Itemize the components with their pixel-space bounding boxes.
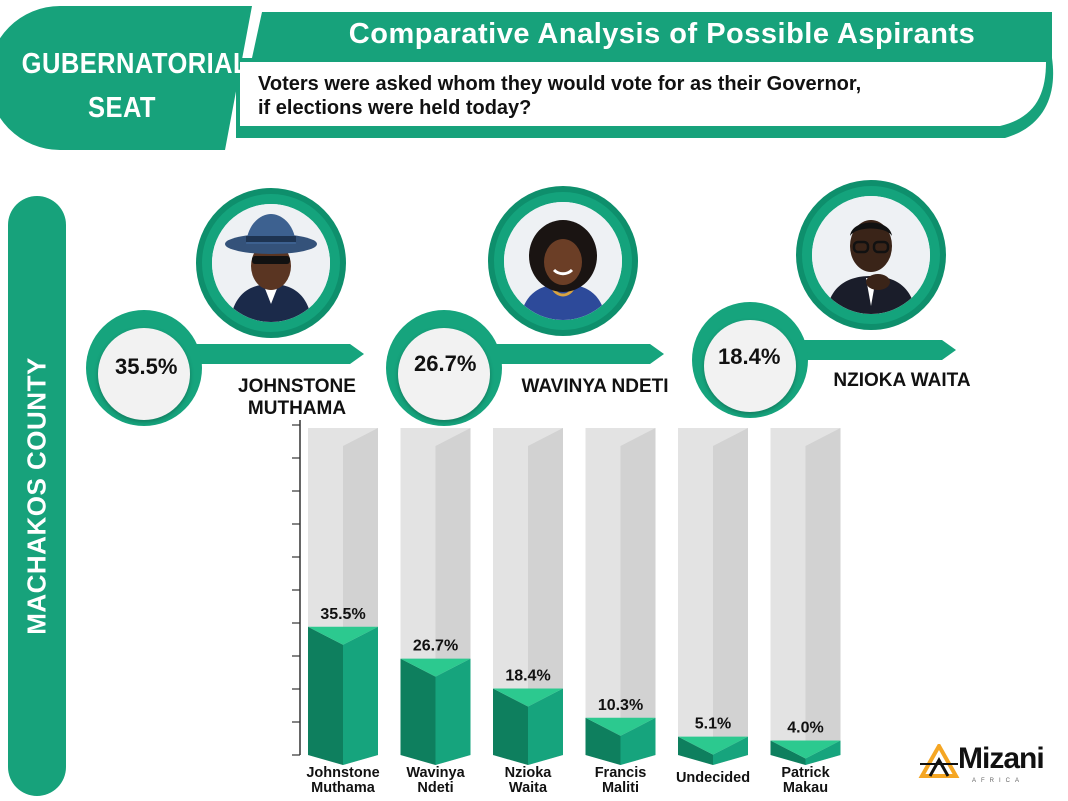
pill-arrow bbox=[942, 340, 956, 360]
bar-face-right bbox=[620, 717, 656, 765]
candidate-name: NZIOKA WAITA bbox=[833, 370, 971, 391]
bar-top bbox=[400, 658, 471, 677]
value-label: 5.1% bbox=[695, 716, 731, 733]
side-banner bbox=[8, 196, 66, 796]
pill-arrow bbox=[350, 344, 364, 364]
bar-top bbox=[678, 736, 748, 755]
bar-top bbox=[308, 626, 378, 645]
main-title: Comparative Analysis of Possible Aspiran… bbox=[348, 18, 976, 50]
bar-face-right bbox=[805, 740, 841, 765]
pct-ring bbox=[386, 310, 502, 426]
bar-background-side bbox=[620, 428, 656, 765]
bar-face-left bbox=[585, 717, 621, 765]
mizani-logo: Mizani AFRICA bbox=[918, 742, 1054, 792]
bar-face-right bbox=[435, 658, 471, 765]
pct-circle bbox=[98, 328, 190, 420]
bar-face-right bbox=[713, 736, 748, 765]
bar-face-right bbox=[343, 626, 378, 765]
value-label: 18.4% bbox=[505, 668, 550, 685]
bar-6: 4.0% bbox=[770, 428, 841, 765]
value-label: 26.7% bbox=[413, 638, 458, 655]
value-label: 4.0% bbox=[787, 720, 823, 737]
pct-ring bbox=[86, 310, 202, 426]
bar-face-left bbox=[400, 658, 436, 765]
category-label: Francis Maliti bbox=[595, 765, 647, 796]
category-label: Patrick Makau bbox=[781, 765, 830, 796]
candidate-name: JOHNSTONE MUTHAMA bbox=[238, 376, 356, 419]
category-label: Undecided bbox=[676, 770, 750, 786]
category-label: Wavinya Ndeti bbox=[406, 765, 465, 796]
bar-5: 5.1% bbox=[678, 428, 748, 765]
pct-circle bbox=[398, 328, 490, 420]
candidate-pct: 26.7% bbox=[414, 351, 477, 376]
bar-top bbox=[585, 717, 656, 736]
man-with-glasses-portrait-icon bbox=[796, 180, 946, 330]
bar-2: 26.7% bbox=[400, 428, 471, 765]
category-labels: Johnstone Muthama Wavinya Ndeti Nzioka Waita F… bbox=[306, 765, 830, 796]
logo-subtext: AFRICA bbox=[972, 778, 1025, 784]
bar-background-side bbox=[528, 428, 563, 765]
bar-face-left bbox=[308, 626, 343, 765]
value-label: 10.3% bbox=[598, 697, 643, 714]
y-axis bbox=[292, 420, 301, 756]
woman-portrait-icon bbox=[488, 186, 638, 336]
category-label: Nzioka Waita bbox=[505, 765, 553, 796]
bar-top bbox=[770, 740, 841, 759]
man-in-hat-portrait-icon bbox=[196, 188, 346, 338]
logo-text: Mizani bbox=[958, 742, 1045, 775]
value-label: 35.5% bbox=[320, 606, 365, 623]
county-label: MACHAKOS COUNTY bbox=[21, 357, 52, 635]
bar-face-left bbox=[493, 688, 528, 765]
bar-face-right bbox=[528, 688, 563, 765]
bar-face-left bbox=[770, 740, 806, 765]
bar-1: 35.5% bbox=[308, 428, 378, 765]
bar-3: 18.4% bbox=[493, 428, 563, 765]
bars: 35.5% 26.7% 18.4% 10.3% 5.1% 4.0% bbox=[308, 428, 841, 765]
bar-face-left bbox=[678, 736, 713, 765]
pct-circle bbox=[704, 320, 796, 412]
category-label: Johnstone Muthama bbox=[306, 765, 379, 796]
bar-4: 10.3% bbox=[585, 428, 656, 765]
candidate-pct: 35.5% bbox=[115, 354, 178, 379]
candidate-pct: 18.4% bbox=[718, 344, 781, 369]
bar-background-side bbox=[805, 428, 841, 765]
pill-arrow bbox=[650, 344, 664, 364]
mizani-scale-logo-icon bbox=[918, 744, 960, 778]
bar-background-side bbox=[713, 428, 748, 765]
candidate-name: WAVINYA NDETI bbox=[521, 376, 669, 397]
bar-chart: 35.5% 26.7% 18.4% 10.3% 5.1% 4.0% Johnstone Mu… bbox=[292, 420, 841, 796]
bar-top bbox=[493, 688, 563, 707]
seat-title: GUBERNATORIAL SEAT bbox=[21, 48, 250, 124]
header-graphic bbox=[0, 6, 1054, 150]
pct-ring bbox=[692, 302, 808, 418]
subtitle: Voters were asked whom they would vote f… bbox=[258, 73, 862, 119]
